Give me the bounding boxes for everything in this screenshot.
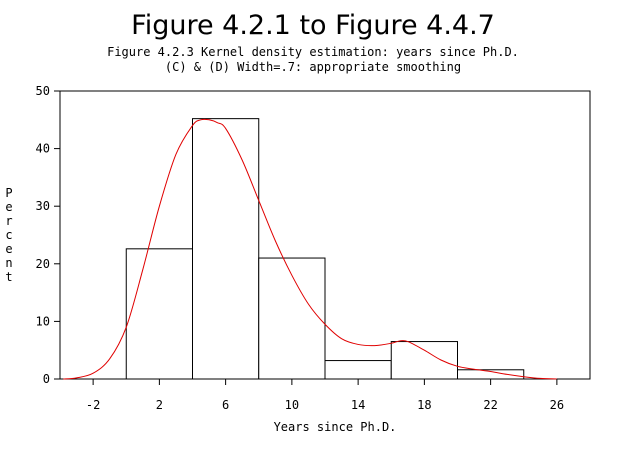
- x-tick-label: 22: [483, 398, 497, 412]
- x-axis-label: Years since Ph.D.: [274, 420, 397, 434]
- y-tick-label: 0: [43, 372, 50, 386]
- x-tick-label: 14: [351, 398, 365, 412]
- y-tick-label: 30: [36, 199, 50, 213]
- histogram-bar-4: [324, 360, 392, 380]
- chart-title: Figure 4.2.1 to Figure 4.4.7: [131, 10, 495, 41]
- x-tick-label: 2: [156, 398, 163, 412]
- y-axis-label-char: c: [5, 228, 12, 242]
- y-tick-label: 10: [36, 314, 50, 328]
- x-tick-label: 26: [550, 398, 564, 412]
- y-axis-ticks: 0 10 20 30 40 50: [36, 84, 60, 386]
- x-axis-ticks: -2 2 6 10 14 18 22 26: [86, 379, 564, 412]
- chart-subtitle-line-1: Figure 4.2.3 Kernel density estimation: …: [107, 45, 519, 59]
- x-tick-label: 6: [222, 398, 229, 412]
- y-tick-label: 40: [36, 142, 50, 156]
- density-curve: [63, 118, 557, 380]
- histogram-bar-2: [192, 118, 260, 380]
- histogram-bars: [125, 118, 525, 380]
- chart-subtitle-line-2: (C) & (D) Width=.7: appropriate smoothin…: [165, 60, 461, 74]
- x-tick-label: 10: [285, 398, 299, 412]
- x-tick-label: 18: [417, 398, 431, 412]
- y-axis-label-char: r: [5, 214, 12, 228]
- y-tick-label: 50: [36, 84, 50, 98]
- histogram-bar-1: [125, 248, 193, 380]
- y-tick-label: 20: [36, 257, 50, 271]
- x-tick-label: -2: [86, 398, 100, 412]
- y-axis-label-char: e: [5, 200, 12, 214]
- y-axis-label-char: t: [5, 270, 12, 284]
- histogram-bar-5: [390, 341, 458, 380]
- y-axis-label-char: e: [5, 242, 12, 256]
- y-axis-label-char: P: [5, 186, 12, 200]
- y-axis-label-char: n: [5, 256, 12, 270]
